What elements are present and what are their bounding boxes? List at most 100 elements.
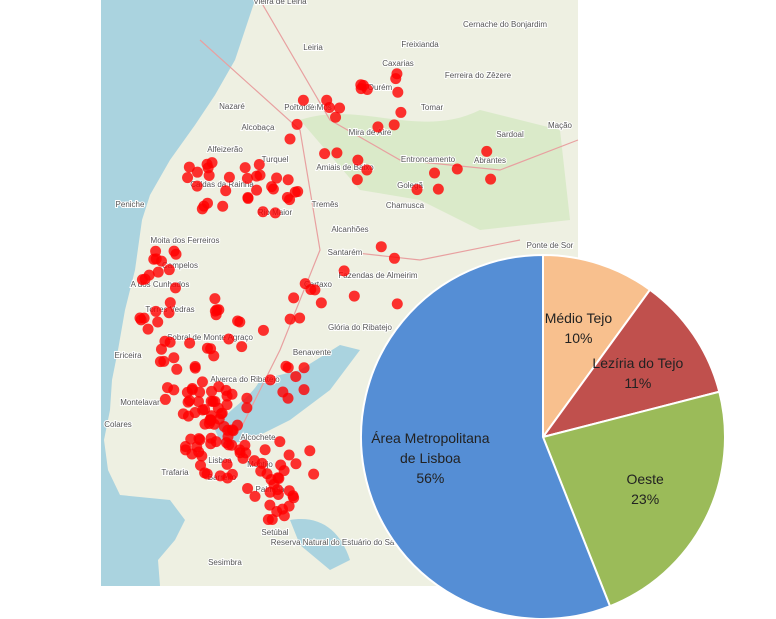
location-dot <box>237 452 249 464</box>
place-label: A dos Cunhados <box>131 280 190 289</box>
location-dot <box>249 490 261 502</box>
location-dot <box>192 396 204 408</box>
place-label: Ferreira do Zêzere <box>445 71 512 80</box>
location-dot <box>411 184 423 196</box>
location-dot <box>184 337 196 349</box>
location-dot <box>150 305 162 317</box>
location-dot <box>284 313 296 325</box>
location-dot <box>232 315 244 327</box>
location-dot <box>159 335 171 347</box>
location-dot <box>177 408 189 420</box>
location-dot <box>241 172 253 184</box>
place-label: Chamusca <box>386 201 425 210</box>
location-dot <box>191 166 203 178</box>
slice-percent: 11% <box>624 374 652 391</box>
location-dot <box>283 500 295 512</box>
location-dot <box>210 309 222 321</box>
pie <box>360 253 726 619</box>
location-dot <box>242 482 254 494</box>
location-dot <box>218 421 230 433</box>
place-label: Mira de Aire <box>349 128 392 137</box>
location-dot <box>284 194 296 206</box>
location-dot <box>152 316 164 328</box>
place-label: Turquel <box>262 155 289 164</box>
location-dot <box>392 86 404 98</box>
slice-label: Lezíria do Tejo 11% <box>573 353 703 393</box>
pie-slice <box>540 288 721 439</box>
location-dot <box>223 333 235 345</box>
location-dot <box>185 433 197 445</box>
location-dot <box>143 269 155 281</box>
place-label: Moita dos Ferreiros <box>151 236 220 245</box>
place-label: Amiais de Baixo <box>316 163 374 172</box>
location-dot <box>180 444 192 456</box>
location-dot <box>432 183 444 195</box>
location-dot <box>292 186 304 198</box>
location-dot <box>241 402 253 414</box>
location-dot <box>485 173 497 185</box>
location-dot <box>351 174 363 186</box>
location-dot <box>169 282 181 294</box>
place-label: Alcobaça <box>242 123 275 132</box>
location-dot <box>163 307 175 319</box>
location-dot <box>256 457 268 469</box>
slice-name: Oeste <box>626 471 664 488</box>
location-dot <box>280 360 292 372</box>
place-label: Caldas da Rainha <box>190 180 254 189</box>
location-dot <box>242 192 254 204</box>
place-label: Sobral de Monte Agraço <box>167 333 253 342</box>
slice-label: Oeste 23% <box>580 469 710 509</box>
location-dot <box>199 418 211 430</box>
location-dot <box>231 419 243 431</box>
place-label: Sardoal <box>496 130 524 139</box>
location-dot <box>395 106 407 118</box>
slice-label: Área Metropolitana de Lisboa 56% <box>365 428 495 488</box>
location-dot <box>196 450 208 462</box>
location-dot <box>309 284 321 296</box>
location-dot <box>269 207 281 219</box>
location-dot <box>288 292 300 304</box>
location-dot <box>257 206 269 218</box>
place-label: Peniche <box>116 200 145 209</box>
location-dot <box>152 266 164 278</box>
location-dot <box>171 363 183 375</box>
place-label: Mação <box>548 121 573 130</box>
location-dot <box>148 253 160 265</box>
location-dot <box>251 184 263 196</box>
place-label: Montelavar <box>120 398 160 407</box>
location-dot <box>223 171 235 183</box>
location-dot <box>159 393 171 405</box>
place-label: Alverca do Ribatejo <box>210 375 280 384</box>
location-dot <box>391 298 403 310</box>
location-dot <box>201 468 213 480</box>
location-dot <box>239 162 251 174</box>
location-dot <box>236 341 248 353</box>
location-dot <box>259 444 271 456</box>
location-dot <box>290 458 302 470</box>
slice-label: Médio Tejo 10% <box>513 308 643 348</box>
location-dot <box>357 79 369 91</box>
place-label: Abrantes <box>474 156 506 165</box>
place-label: Leiria <box>303 43 323 52</box>
location-dot <box>135 314 147 326</box>
location-dot <box>205 432 217 444</box>
location-dot <box>298 362 310 374</box>
location-dot <box>203 169 215 181</box>
location-dot <box>331 147 343 159</box>
location-dot <box>217 200 229 212</box>
location-dot <box>266 181 278 193</box>
location-dot <box>142 323 154 335</box>
place-label: Tomar <box>421 103 444 112</box>
location-dot <box>168 384 180 396</box>
location-dot <box>226 439 238 451</box>
slice-percent: 10% <box>564 329 593 346</box>
location-dot <box>451 163 463 175</box>
location-dot <box>168 245 180 257</box>
location-dot <box>272 488 284 500</box>
place-label: Caxarias <box>382 59 414 68</box>
location-dot <box>193 433 205 445</box>
location-dot <box>213 381 225 393</box>
place-label: Colares <box>104 420 132 429</box>
location-dot <box>321 94 333 106</box>
